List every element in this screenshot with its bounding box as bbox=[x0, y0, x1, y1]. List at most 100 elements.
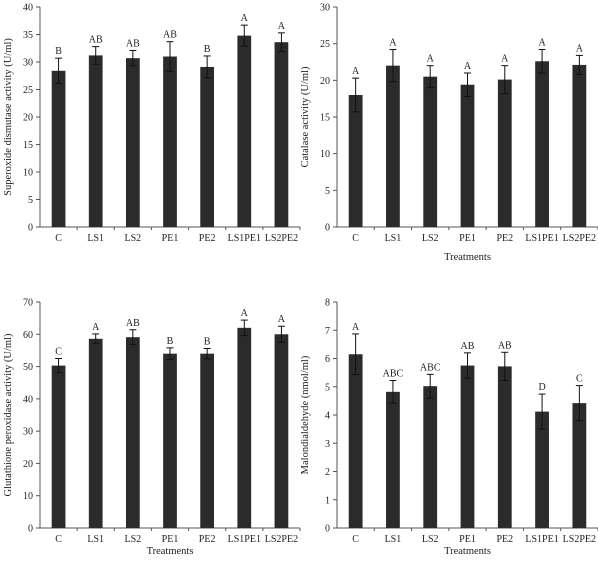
significance-label: A bbox=[352, 322, 360, 333]
y-tick-label: 5 bbox=[28, 195, 33, 206]
y-tick-label: 10 bbox=[320, 149, 330, 160]
y-tick-label: 1 bbox=[325, 495, 330, 506]
significance-label: AB bbox=[89, 35, 103, 46]
bar-ls1 bbox=[386, 65, 400, 228]
bar-c bbox=[51, 365, 66, 528]
y-tick-label: 20 bbox=[320, 76, 330, 87]
x-tick-label: C bbox=[55, 534, 62, 545]
x-axis-title: Treatments bbox=[147, 546, 194, 557]
x-tick-label: PE2 bbox=[199, 233, 216, 244]
significance-label: AB bbox=[498, 340, 512, 351]
y-tick-label: 4 bbox=[325, 411, 330, 422]
significance-label: B bbox=[204, 44, 211, 55]
x-tick-label: LS2PE2 bbox=[563, 233, 596, 244]
x-tick-label: LS2PE2 bbox=[563, 534, 596, 545]
y-tick-label: 30 bbox=[320, 3, 330, 14]
significance-label: A bbox=[241, 13, 249, 24]
bar-c bbox=[348, 354, 363, 528]
bar-pe2 bbox=[497, 366, 512, 528]
bar-ls2pe2 bbox=[572, 403, 587, 528]
y-tick-label: 30 bbox=[23, 58, 33, 69]
bar-pe2 bbox=[200, 66, 215, 227]
y-tick-label: 70 bbox=[23, 298, 33, 309]
bar-ls2 bbox=[423, 76, 438, 228]
bar-ls2 bbox=[125, 58, 140, 228]
significance-label: ABC bbox=[383, 369, 404, 380]
y-axis-title: Malondialdehyde (nmol/ml) bbox=[300, 355, 311, 474]
y-tick-label: 8 bbox=[325, 298, 330, 309]
x-tick-label: LS1PE1 bbox=[228, 534, 261, 545]
x-axis-title: Treatments bbox=[444, 252, 491, 263]
y-tick-label: 30 bbox=[23, 427, 33, 438]
y-tick-label: 20 bbox=[23, 113, 33, 124]
bar-c bbox=[51, 70, 66, 227]
x-tick-label: PE2 bbox=[199, 534, 216, 545]
significance-label: A bbox=[538, 38, 546, 49]
significance-label: AB bbox=[126, 38, 140, 49]
significance-label: A bbox=[278, 314, 286, 325]
bar-ls1pe1 bbox=[535, 411, 549, 528]
significance-label: B bbox=[55, 46, 62, 57]
significance-label: A bbox=[464, 61, 472, 72]
x-tick-label: LS2 bbox=[422, 233, 439, 244]
bar-ls1 bbox=[386, 391, 400, 528]
x-tick-label: LS1 bbox=[87, 233, 104, 244]
significance-label: AB bbox=[163, 30, 177, 41]
x-tick-label: PE1 bbox=[459, 534, 476, 545]
bar-ls2 bbox=[125, 337, 140, 528]
y-tick-label: 25 bbox=[23, 85, 33, 96]
significance-label: B bbox=[167, 336, 174, 347]
significance-label: AB bbox=[461, 341, 475, 352]
y-axis-title: Catalase activity (U/ml) bbox=[300, 66, 311, 167]
y-tick-label: 35 bbox=[23, 30, 33, 41]
y-tick-label: 40 bbox=[23, 3, 33, 14]
x-tick-label: LS1 bbox=[385, 534, 402, 545]
bar-ls1pe1 bbox=[535, 61, 549, 228]
significance-label: A bbox=[92, 322, 100, 333]
bar-pe1 bbox=[460, 84, 475, 227]
y-tick-label: 3 bbox=[325, 439, 330, 450]
bar-ls2pe2 bbox=[572, 64, 587, 227]
y-tick-label: 15 bbox=[23, 140, 33, 151]
y-tick-label: 0 bbox=[28, 223, 33, 234]
y-tick-label: 50 bbox=[23, 362, 33, 373]
x-tick-label: PE2 bbox=[496, 233, 513, 244]
y-tick-label: 25 bbox=[320, 39, 330, 50]
bar-c bbox=[348, 95, 363, 227]
x-tick-label: LS1PE1 bbox=[228, 233, 261, 244]
significance-label: A bbox=[352, 66, 360, 77]
significance-label: A bbox=[576, 43, 584, 54]
x-tick-label: LS1PE1 bbox=[525, 233, 558, 244]
x-tick-label: C bbox=[55, 233, 62, 244]
y-tick-label: 10 bbox=[23, 491, 33, 502]
bar-ls2pe2 bbox=[274, 42, 289, 228]
x-tick-label: PE1 bbox=[162, 233, 179, 244]
y-tick-label: 0 bbox=[28, 524, 33, 535]
significance-label: C bbox=[576, 374, 583, 385]
y-tick-label: 5 bbox=[325, 382, 330, 393]
x-tick-label: LS1PE1 bbox=[525, 534, 558, 545]
x-tick-label: C bbox=[352, 233, 359, 244]
y-tick-label: 0 bbox=[325, 524, 330, 535]
significance-label: B bbox=[204, 336, 211, 347]
y-tick-label: 10 bbox=[23, 168, 33, 179]
bar-pe1 bbox=[163, 353, 177, 528]
significance-label: A bbox=[501, 54, 509, 65]
y-axis-title: Glutathione peroxidase activity (U/ml) bbox=[3, 333, 14, 496]
x-tick-label: PE1 bbox=[459, 233, 476, 244]
x-tick-label: LS2PE2 bbox=[265, 534, 298, 545]
x-tick-label: C bbox=[352, 534, 359, 545]
y-tick-label: 7 bbox=[325, 326, 330, 337]
x-tick-label: PE2 bbox=[496, 534, 513, 545]
x-tick-label: LS2 bbox=[125, 233, 142, 244]
bar-pe1 bbox=[460, 365, 475, 528]
y-tick-label: 40 bbox=[23, 394, 33, 405]
y-tick-label: 15 bbox=[320, 113, 330, 124]
bar-ls2 bbox=[423, 386, 438, 528]
x-tick-label: LS1 bbox=[87, 534, 104, 545]
significance-label: A bbox=[427, 54, 435, 65]
bar-ls1 bbox=[88, 55, 103, 228]
significance-label: A bbox=[278, 21, 286, 32]
